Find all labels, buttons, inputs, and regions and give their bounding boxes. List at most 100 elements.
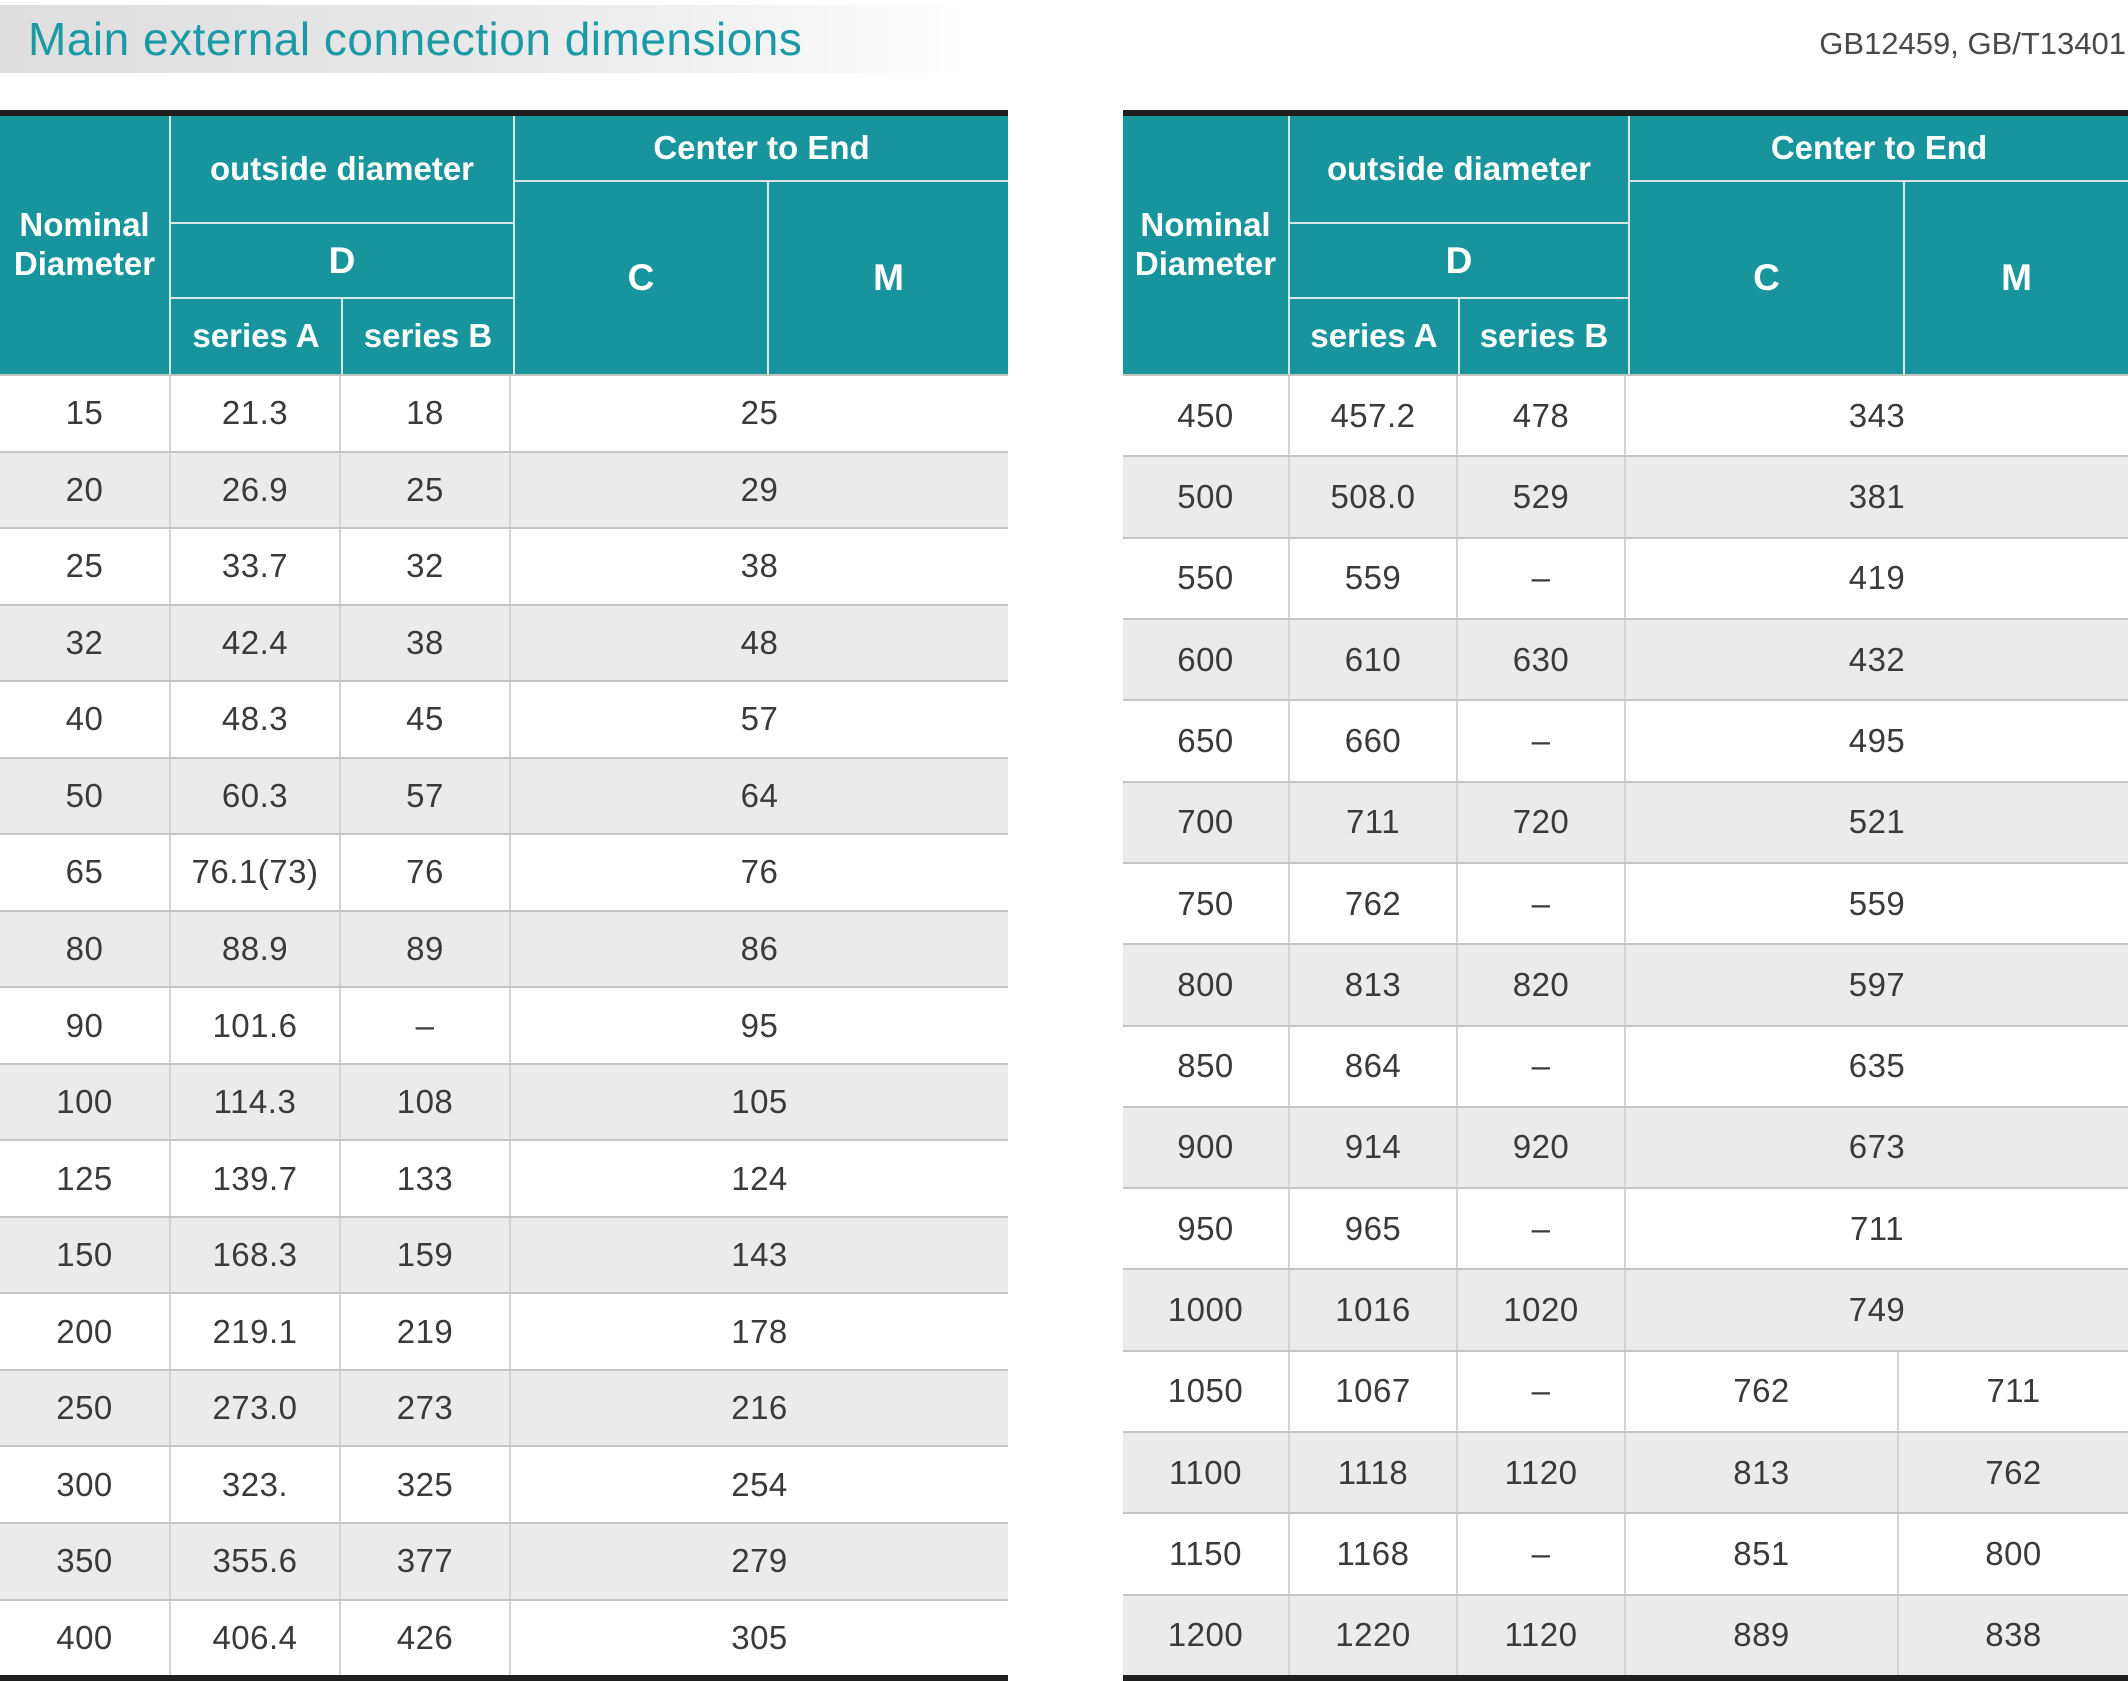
cell-center-to-end: 305 [509, 1600, 1008, 1676]
header-nominal-diameter: Nominal Diameter [0, 116, 169, 374]
cell-series-b: – [1456, 1026, 1624, 1106]
table-row: 65 76.1(73) 76 76 [0, 833, 1008, 910]
cell-center-to-end-m: 711 [1897, 1351, 2128, 1432]
cell-series-b: 630 [1456, 619, 1624, 700]
table-row: 850 864–635 [1123, 1024, 2128, 1106]
cell-center-to-end: 597 [1624, 945, 2128, 1025]
cell-series-a: 21.3 [169, 376, 339, 451]
cell-nominal-diameter: 900 [1177, 1128, 1234, 1166]
cell-series-b: – [1456, 863, 1624, 944]
cell-series-a: 168.3 [169, 1217, 339, 1293]
header-nominal-diameter: Nominal Diameter [1123, 116, 1288, 374]
cell-series-a: 48.3 [169, 682, 339, 757]
cell-series-a: 219.1 [169, 1294, 339, 1369]
cell-series-a: 508.0 [1288, 457, 1456, 537]
cell-series-b: 529 [1456, 457, 1624, 537]
cell-series-a: 610 [1288, 619, 1456, 700]
header-series-b: series B [343, 299, 513, 374]
cell-nominal-diameter: 250 [56, 1389, 113, 1427]
cell-center-to-end: 419 [1624, 538, 2128, 618]
cell-center-to-end-c: 762 [1624, 1351, 1897, 1432]
cell-series-b: – [339, 988, 509, 1063]
cell-nominal-diameter: 20 [65, 470, 104, 508]
title-band: Main external connection dimensions [0, 5, 1012, 73]
cell-series-a: 88.9 [169, 911, 339, 987]
cell-nominal-diameter: 850 [1177, 1047, 1234, 1085]
header-center-to-end: Center to End [1630, 116, 2128, 180]
table-header: Nominal Diameter outside diameter Center… [1123, 116, 2128, 374]
cell-center-to-end: 279 [509, 1523, 1008, 1599]
table-row: 1150 1168–851 800 [1123, 1512, 2128, 1594]
cell-series-b: – [1456, 701, 1624, 781]
cell-nominal-diameter: 1200 [1167, 1616, 1244, 1654]
cell-series-a: 101.6 [169, 988, 339, 1063]
cell-series-a: 355.6 [169, 1523, 339, 1599]
cell-nominal-diameter: 700 [1177, 803, 1234, 841]
header-outside-diameter: outside diameter [1290, 116, 1628, 222]
cell-nominal-diameter: 750 [1177, 884, 1234, 922]
cell-series-a: 660 [1288, 701, 1456, 781]
cell-series-a: 42.4 [169, 605, 339, 681]
cell-series-b: 159 [339, 1217, 509, 1293]
cell-nominal-diameter: 1000 [1167, 1291, 1244, 1329]
header-c: C [515, 182, 767, 374]
cell-center-to-end: 254 [509, 1447, 1008, 1522]
header-d: D [171, 224, 513, 297]
cell-series-a: 1220 [1288, 1595, 1456, 1675]
table-row: 100 114.3 108 105 [0, 1062, 1008, 1140]
cell-series-a: 965 [1288, 1189, 1456, 1269]
cell-nominal-diameter: 1150 [1169, 1535, 1242, 1573]
cell-series-a: 1118 [1288, 1433, 1456, 1513]
cell-center-to-end: 86 [509, 911, 1008, 987]
cell-nominal-diameter: 500 [1177, 477, 1234, 515]
cell-nominal-diameter: 50 [65, 776, 104, 814]
table-row: 800 813 820 597 [1123, 943, 2128, 1025]
cell-series-a: 559 [1288, 538, 1456, 618]
header-d: D [1290, 224, 1628, 297]
page-title: Main external connection dimensions [28, 13, 803, 65]
cell-center-to-end: 48 [509, 605, 1008, 681]
cell-series-b: 478 [1456, 376, 1624, 456]
cell-series-b: 108 [339, 1064, 509, 1140]
header-series-b: series B [1460, 299, 1628, 374]
cell-series-a: 114.3 [169, 1064, 339, 1140]
table-body: 450 457.2 478 343 500 508.0 529 381 550 559–419 60… [1123, 374, 2128, 1675]
dimensions-table-right: Nominal Diameter outside diameter Center… [1123, 110, 2128, 1681]
cell-center-to-end: 105 [509, 1064, 1008, 1140]
cell-series-b: 1120 [1456, 1433, 1624, 1513]
cell-center-to-end-m: 800 [1897, 1514, 2128, 1594]
cell-nominal-diameter: 400 [56, 1618, 113, 1656]
table-row: 300 323. 325 254 [0, 1445, 1008, 1522]
cell-center-to-end: 749 [1624, 1270, 2128, 1350]
cell-series-b: 377 [339, 1523, 509, 1599]
cell-center-to-end: 495 [1624, 701, 2128, 781]
cell-series-b: 273 [339, 1370, 509, 1446]
cell-center-to-end-c: 889 [1624, 1595, 1897, 1675]
cell-series-a: 914 [1288, 1107, 1456, 1188]
cell-center-to-end: 381 [1624, 457, 2128, 537]
header-center-to-end: Center to End [515, 116, 1008, 180]
cell-center-to-end: 38 [509, 529, 1008, 604]
cell-center-to-end: 76 [509, 835, 1008, 910]
table-row: 90 101.6–95 [0, 986, 1008, 1063]
cell-nominal-diameter: 25 [65, 547, 104, 585]
header-m: M [769, 182, 1008, 374]
cell-series-a: 273.0 [169, 1370, 339, 1446]
cell-series-b: 720 [1456, 782, 1624, 862]
cell-series-b: 32 [339, 529, 509, 604]
cell-series-b: 133 [339, 1141, 509, 1216]
cell-series-a: 406.4 [169, 1600, 339, 1676]
table-row: 350 355.6 377 279 [0, 1521, 1008, 1599]
cell-nominal-diameter: 950 [1177, 1209, 1234, 1247]
cell-nominal-diameter: 40 [65, 700, 104, 738]
header-series-a: series A [1290, 299, 1458, 374]
cell-nominal-diameter: 1050 [1167, 1372, 1244, 1410]
table-row: 25 33.7 32 38 [0, 527, 1008, 604]
cell-series-a: 711 [1288, 782, 1456, 862]
cell-series-b: 920 [1456, 1107, 1624, 1188]
cell-center-to-end: 29 [509, 452, 1008, 528]
header-series-a: series A [171, 299, 341, 374]
cell-series-b: 325 [339, 1447, 509, 1522]
cell-center-to-end: 143 [509, 1217, 1008, 1293]
